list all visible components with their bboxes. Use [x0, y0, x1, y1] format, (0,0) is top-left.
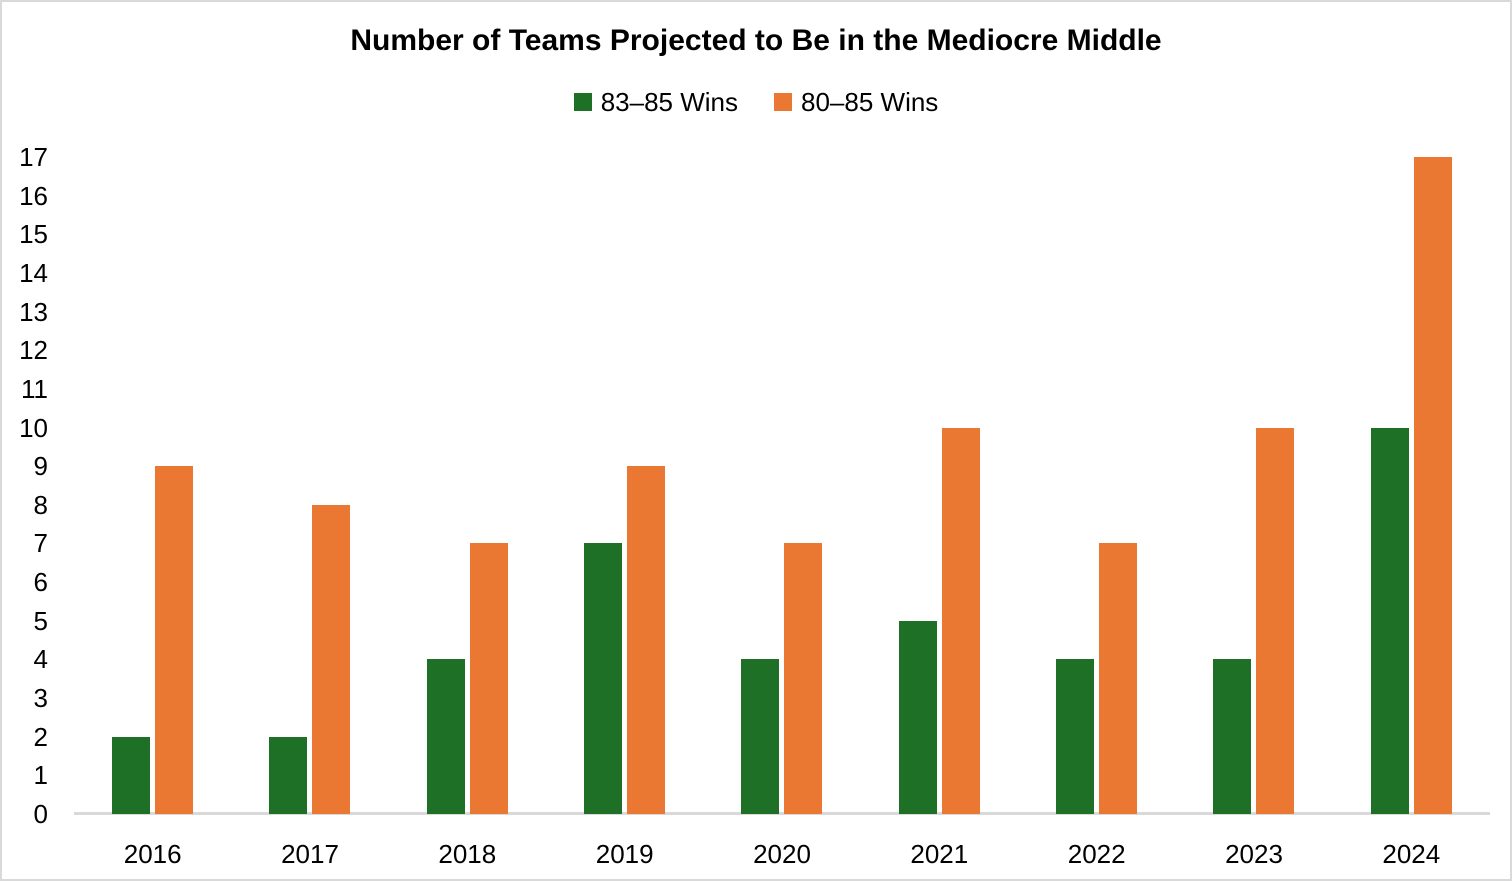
legend-swatch-orange-icon	[774, 93, 792, 111]
bar-group-2021	[861, 157, 1018, 814]
x-axis-label-2022: 2022	[1067, 839, 1126, 869]
bar-group-2024	[1333, 157, 1490, 814]
y-axis-label-4: 4	[33, 644, 48, 675]
bar-80-85-wins-2021	[941, 427, 980, 814]
x-axis-label-2016: 2016	[123, 839, 182, 869]
bar-group-2020	[703, 157, 860, 814]
y-axis-label-15: 15	[19, 219, 48, 250]
bar-83-85-wins-2022	[1056, 659, 1095, 814]
x-axis-label-2019: 2019	[595, 839, 654, 869]
bar-group-2019	[546, 157, 703, 814]
y-axis-label-5: 5	[33, 605, 48, 636]
x-axis-label-2023: 2023	[1225, 839, 1283, 869]
x-axis-label-2024: 2024	[1382, 839, 1441, 869]
y-axis-label-7: 7	[33, 528, 48, 559]
bar-83-85-wins-2018	[426, 659, 465, 814]
bar-group-2023	[1175, 157, 1332, 814]
x-axis-label-2021: 2021	[910, 839, 969, 869]
legend-swatch-green-icon	[573, 93, 592, 111]
y-axis-label-16: 16	[19, 180, 48, 211]
y-axis-label-12: 12	[19, 335, 48, 366]
bar-83-85-wins-2021	[898, 620, 937, 814]
bar-group-2022	[1018, 157, 1175, 814]
bar-83-85-wins-2019	[584, 543, 623, 814]
legend-item-83-85-wins: 83–85 Wins	[573, 87, 738, 117]
legend-label-83-85-wins: 83–85 Wins	[600, 87, 738, 117]
bar-80-85-wins-2019	[627, 466, 666, 814]
bar-80-85-wins-2017	[312, 504, 351, 814]
chart-title: Number of Teams Projected to Be in the M…	[350, 24, 1162, 57]
x-axis-line	[74, 812, 1490, 815]
y-axis-label-1: 1	[33, 760, 48, 791]
bar-83-85-wins-2024	[1370, 427, 1409, 814]
y-axis-label-11: 11	[21, 373, 48, 404]
bar-83-85-wins-2023	[1213, 659, 1252, 814]
y-axis-label-9: 9	[33, 451, 48, 482]
y-axis-label-13: 13	[19, 296, 48, 327]
bar-80-85-wins-2016	[155, 466, 194, 814]
legend-label-80-85-wins: 80–85 Wins	[801, 87, 939, 117]
y-axis-label-3: 3	[33, 683, 48, 714]
bar-group-2017	[231, 157, 388, 814]
y-axis-label-14: 14	[19, 257, 48, 288]
y-axis-label-8: 8	[33, 489, 48, 520]
bar-group-2016	[74, 157, 231, 814]
bar-80-85-wins-2024	[1413, 157, 1452, 814]
bar-83-85-wins-2017	[269, 736, 308, 814]
bar-80-85-wins-2018	[469, 543, 508, 814]
y-axis-label-17: 17	[19, 142, 48, 172]
x-axis-label-2020: 2020	[753, 839, 811, 869]
x-axis-label-2018: 2018	[438, 839, 497, 869]
y-axis-label-0: 0	[33, 799, 48, 829]
bar-80-85-wins-2020	[784, 543, 823, 814]
bar-80-85-wins-2022	[1099, 543, 1138, 814]
x-axis-label-2017: 2017	[281, 839, 339, 869]
y-axis-label-2: 2	[33, 721, 48, 752]
bar-group-2018	[389, 157, 546, 814]
bar-80-85-wins-2023	[1256, 427, 1295, 814]
chart-legend: 83–85 Wins 80–85 Wins	[2, 88, 1510, 116]
legend-item-80-85-wins: 80–85 Wins	[774, 88, 938, 116]
y-axis-label-6: 6	[33, 567, 48, 598]
bar-83-85-wins-2016	[112, 736, 151, 814]
y-axis-label-10: 10	[19, 412, 48, 443]
bar-83-85-wins-2020	[741, 659, 780, 814]
